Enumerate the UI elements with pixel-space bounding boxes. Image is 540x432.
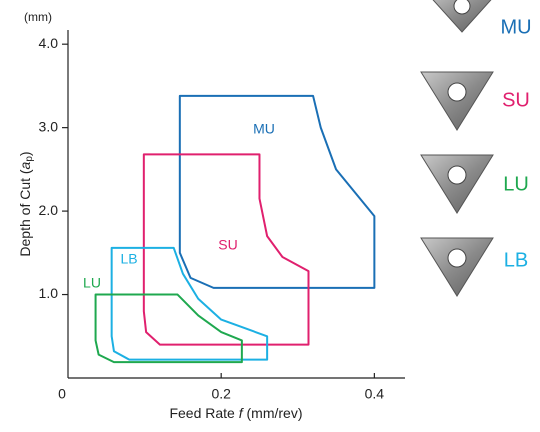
insert-label: MU (500, 16, 531, 38)
x-tick-label: 0 (58, 386, 66, 402)
y-tick-label: 4.0 (39, 35, 59, 51)
y-unit: (mm) (24, 10, 52, 24)
x-tick-label: 0.4 (365, 386, 385, 402)
y-tick-label: 3.0 (39, 118, 59, 134)
x-tick-label: 0.2 (211, 386, 231, 402)
insert-icons (421, 0, 498, 296)
region-label: LB (120, 251, 137, 267)
insert-label: SU (502, 89, 530, 111)
region-label: LU (83, 275, 101, 291)
x-axis-label: Feed Rate f (mm/rev) (169, 405, 302, 421)
y-axis-label: Depth of Cut (ap) (17, 151, 35, 256)
region-label: SU (218, 237, 237, 253)
region-outline (180, 96, 375, 288)
chart: (mm) Depth of Cut (ap) Feed Rate f (mm/r… (0, 0, 540, 432)
insert-label: LU (503, 173, 529, 195)
region-outline (96, 295, 242, 363)
region-label: MU (253, 121, 275, 137)
y-tick-label: 1.0 (39, 285, 59, 301)
y-tick-label: 2.0 (39, 202, 59, 218)
insert-label: LB (504, 249, 528, 271)
